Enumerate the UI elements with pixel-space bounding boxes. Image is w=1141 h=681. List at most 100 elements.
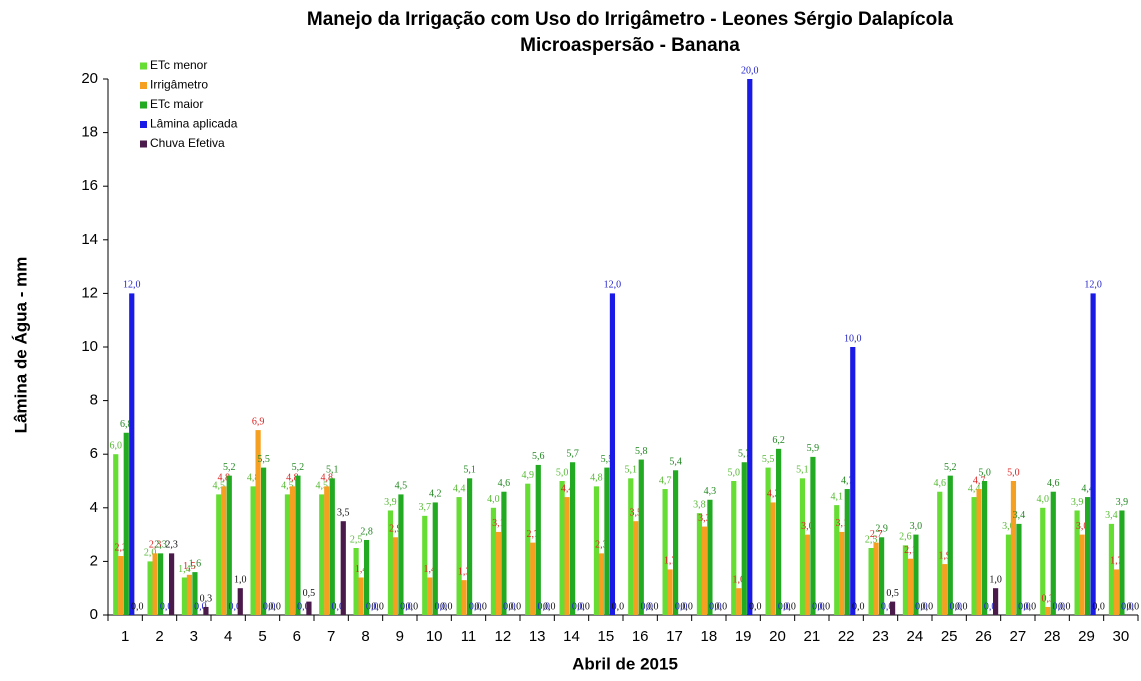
- legend-label: ETc maior: [150, 97, 203, 111]
- bar: [535, 464, 541, 615]
- bar: [113, 454, 119, 615]
- value-label: 2,5: [865, 534, 878, 545]
- value-label: 3,7: [419, 502, 432, 513]
- value-label: 6,9: [252, 416, 265, 427]
- value-label: 0,0: [749, 601, 762, 612]
- value-label: 5,2: [223, 462, 236, 473]
- value-label: 10,0: [844, 333, 862, 344]
- value-label: 4,3: [704, 486, 717, 497]
- bar: [123, 432, 129, 615]
- bar: [501, 491, 507, 615]
- value-label: 5,0: [1007, 467, 1020, 478]
- value-label: 0,0: [371, 601, 384, 612]
- bar: [250, 486, 256, 615]
- y-axis-label: Lâmina de Água - mm: [11, 257, 30, 434]
- value-label: 4,5: [213, 481, 226, 492]
- value-label: 2,9: [389, 524, 402, 535]
- value-label: 1,0: [234, 574, 247, 585]
- value-label: 5,2: [292, 462, 305, 473]
- value-label: 2,0: [144, 548, 157, 559]
- y-tick-label: 2: [90, 552, 98, 569]
- value-label: 3,4: [1105, 510, 1118, 521]
- value-label: 0,0: [812, 601, 825, 612]
- bar: [765, 467, 771, 615]
- value-label: 1,4: [355, 564, 368, 575]
- value-label: 4,0: [487, 494, 500, 505]
- value-label: 4,5: [316, 481, 329, 492]
- value-label: 3,8: [693, 499, 706, 510]
- value-label: 2,7: [870, 529, 883, 540]
- value-label: 6,2: [772, 435, 785, 446]
- value-label: 4,2: [767, 489, 780, 500]
- x-tick-label: 12: [494, 628, 511, 645]
- value-label: 0,0: [778, 601, 791, 612]
- bar: [1050, 491, 1056, 615]
- value-label: 2,3: [154, 540, 167, 551]
- value-label: 4,7: [973, 475, 986, 486]
- bar: [937, 491, 943, 615]
- bar: [736, 588, 742, 615]
- x-tick-label: 11: [461, 628, 477, 645]
- x-tick-label: 10: [426, 628, 443, 645]
- value-label: 3,0: [1002, 521, 1015, 532]
- value-label: 0,0: [572, 601, 585, 612]
- value-label: 0,0: [469, 601, 482, 612]
- value-label: 1,4: [424, 564, 437, 575]
- value-label: 5,1: [796, 465, 809, 476]
- bar: [530, 542, 536, 615]
- bar: [1113, 569, 1120, 615]
- x-tick-label: 27: [1009, 628, 1026, 645]
- value-label: 0,0: [160, 601, 173, 612]
- legend-label: Chuva Efetiva: [150, 136, 225, 150]
- value-label: 2,3: [595, 540, 608, 551]
- x-tick-label: 4: [224, 628, 232, 645]
- value-label: 5,1: [625, 465, 638, 476]
- bar: [1010, 481, 1017, 615]
- x-tick-label: 3: [190, 628, 198, 645]
- bar: [456, 497, 462, 615]
- value-label: 0,0: [263, 601, 276, 612]
- value-label: 5,2: [944, 462, 957, 473]
- y-tick-label: 16: [81, 177, 98, 194]
- x-tick-label: 6: [293, 628, 301, 645]
- value-label: 0,0: [509, 601, 522, 612]
- value-label: 4,4: [453, 483, 466, 494]
- bar: [993, 588, 999, 615]
- value-label: 1,5: [183, 561, 196, 572]
- x-tick-label: 15: [597, 628, 614, 645]
- bar: [427, 577, 433, 615]
- value-label: 0,0: [503, 601, 516, 612]
- value-label: 1,6: [189, 558, 202, 569]
- bar: [673, 470, 679, 615]
- value-label: 0,0: [332, 601, 345, 612]
- value-label: 0,0: [406, 601, 419, 612]
- value-label: 5,0: [728, 467, 741, 478]
- y-tick-label: 4: [90, 499, 98, 516]
- bar: [1108, 523, 1115, 615]
- value-label: 5,8: [635, 446, 648, 457]
- value-label: 0,3: [200, 593, 213, 604]
- bar: [593, 486, 600, 615]
- y-tick-label: 18: [81, 124, 98, 141]
- value-label: 4,8: [218, 473, 231, 484]
- bar: [731, 481, 737, 615]
- value-label: 0,0: [955, 601, 968, 612]
- value-label: 5,4: [669, 457, 682, 468]
- value-label: 3,3: [698, 513, 711, 524]
- x-tick-label: 23: [872, 628, 889, 645]
- value-label: 0,0: [366, 601, 379, 612]
- legend-label: Lâmina aplicada: [150, 117, 238, 131]
- x-tick-label: 7: [327, 628, 335, 645]
- bar: [1074, 510, 1080, 615]
- bar: [169, 553, 175, 615]
- bar: [598, 553, 605, 615]
- value-label: 0,0: [1058, 601, 1071, 612]
- value-label: 0,0: [229, 601, 242, 612]
- legend-swatch: [140, 121, 147, 128]
- value-label: 0,0: [1092, 601, 1105, 612]
- y-tick-label: 8: [90, 392, 98, 409]
- bar: [329, 478, 335, 615]
- bar: [216, 494, 222, 615]
- bar: [364, 539, 370, 615]
- bar: [237, 588, 243, 615]
